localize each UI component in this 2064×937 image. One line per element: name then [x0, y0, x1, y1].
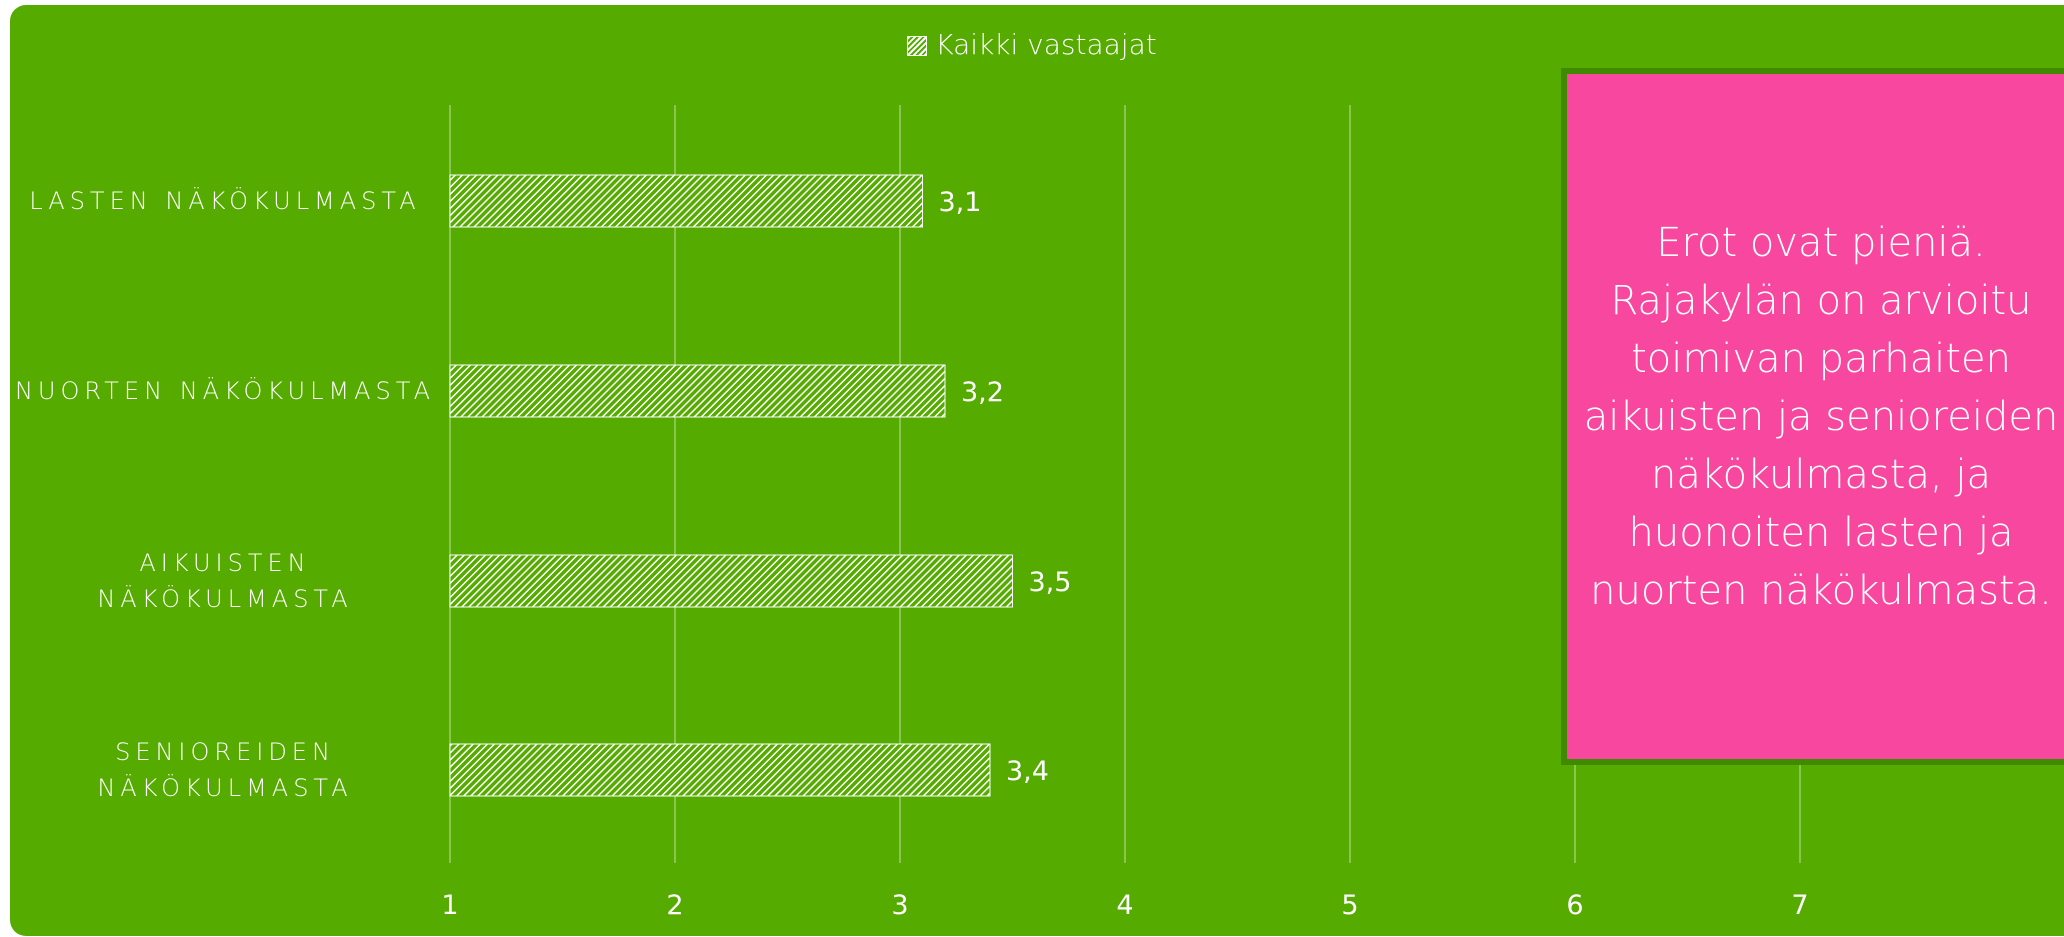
category-label-line: NUORTEN NÄKÖKULMASTA	[14, 377, 436, 405]
data-labels: 3,1 3,2 3,5 3,4	[939, 187, 1072, 787]
x-axis-ticks: 1 2 3 4 5 6 7	[441, 890, 1808, 921]
legend: Kaikki vastaajat	[0, 28, 2064, 61]
legend-swatch-icon	[907, 36, 928, 56]
category-label-line: NÄKÖKULMASTA	[97, 585, 353, 613]
callout-text: Erot ovat pieniä. Rajakylän on arvioitu …	[1583, 219, 2059, 614]
category-label-line: LASTEN NÄKÖKULMASTA	[29, 187, 421, 215]
legend-label: Kaikki vastaajat	[935, 28, 1157, 61]
data-label: 3,4	[1006, 756, 1049, 787]
x-tick-label: 2	[666, 890, 683, 921]
x-tick-label: 4	[1116, 890, 1133, 921]
category-label-line: SENIOREIDEN	[115, 738, 335, 766]
category-label-line: NÄKÖKULMASTA	[97, 774, 353, 802]
bar	[449, 554, 1013, 608]
category-label: AIKUISTEN NÄKÖKULMASTA	[10, 545, 440, 617]
x-tick-label: 5	[1341, 890, 1358, 921]
data-label: 3,5	[1029, 567, 1072, 598]
category-label: SENIOREIDEN NÄKÖKULMASTA	[10, 734, 440, 806]
bar	[449, 743, 991, 797]
data-label: 3,1	[939, 187, 982, 218]
bars	[449, 174, 1013, 797]
x-tick-label: 7	[1791, 890, 1808, 921]
callout-box: Erot ovat pieniä. Rajakylän on arvioitu …	[1561, 68, 2064, 765]
category-label-line: AIKUISTEN	[139, 549, 311, 577]
category-label: NUORTEN NÄKÖKULMASTA	[10, 373, 440, 409]
x-tick-label: 6	[1566, 890, 1583, 921]
category-label: LASTEN NÄKÖKULMASTA	[10, 183, 440, 219]
bar	[449, 174, 923, 228]
bar	[449, 364, 946, 418]
x-tick-label: 3	[891, 890, 908, 921]
x-tick-label: 1	[441, 890, 458, 921]
data-label: 3,2	[961, 377, 1004, 408]
